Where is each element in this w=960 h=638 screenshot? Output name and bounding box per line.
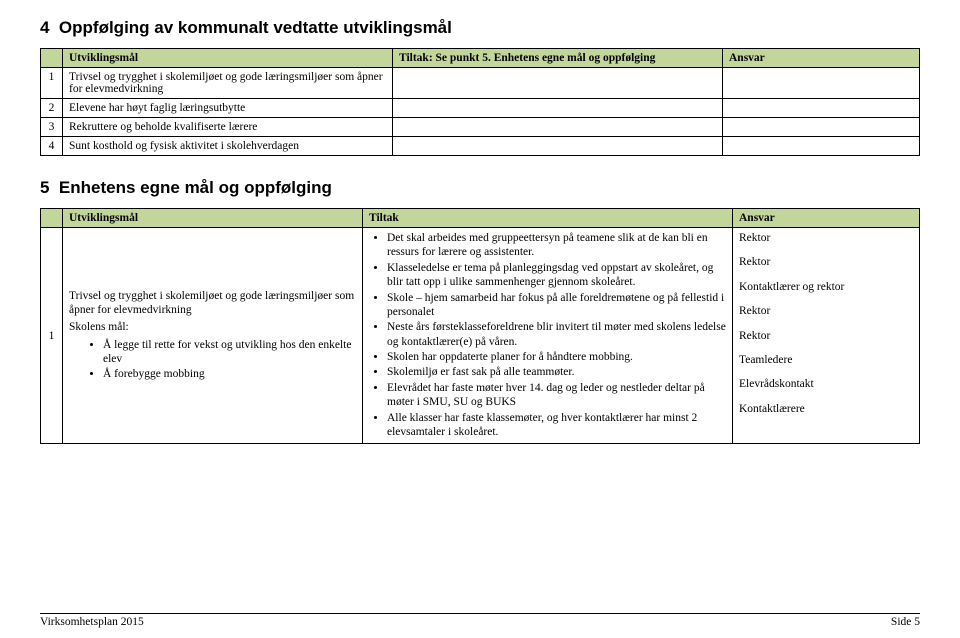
th-tiltak: Tiltak: Se punkt 5. Enhetens egne mål og… (393, 49, 723, 68)
section4-title: Oppfølging av kommunalt vedtatte utvikli… (59, 18, 452, 37)
section4-heading: 4 Oppfølging av kommunalt vedtatte utvik… (40, 18, 920, 38)
th-num (41, 49, 63, 68)
row-number: 3 (41, 118, 63, 137)
page-footer: Virksomhetsplan 2015 Side 5 (40, 613, 920, 628)
list-item: Alle klasser har faste klassemøter, og h… (387, 411, 726, 440)
th-num (41, 209, 63, 228)
table-header-row: Utviklingsmål Tiltak: Se punkt 5. Enhete… (41, 49, 920, 68)
ansvar-line: Rektor (739, 329, 913, 343)
th-utviklingsmal: Utviklingsmål (63, 49, 393, 68)
cell-tiltak: Det skal arbeides med gruppeettersyn på … (363, 228, 733, 444)
cell-ansvar: Rektor Rektor Kontaktlærer og rektor Rektor… (733, 228, 920, 444)
section5-number: 5 (40, 178, 49, 197)
th-ansvar: Ansvar (733, 209, 920, 228)
section5-heading: 5 Enhetens egne mål og oppfølging (40, 178, 920, 198)
list-item: Skolen har oppdaterte planer for å håndt… (387, 350, 726, 364)
cell-tiltak (393, 99, 723, 118)
ansvar-line: Kontaktlærer og rektor (739, 280, 913, 294)
row-number: 1 (41, 228, 63, 444)
section4-table: Utviklingsmål Tiltak: Se punkt 5. Enhete… (40, 48, 920, 156)
th-ansvar: Ansvar (723, 49, 920, 68)
row-number: 1 (41, 68, 63, 99)
ansvar-line: Rektor (739, 231, 913, 245)
ansvar-line: Kontaktlærere (739, 402, 913, 416)
cell-ansvar (723, 99, 920, 118)
ansvar-line: Elevrådskontakt (739, 377, 913, 391)
cell-utviklingsmal: Trivsel og trygghet i skolemiljøet og go… (63, 68, 393, 99)
section5-title: Enhetens egne mål og oppfølging (59, 178, 332, 197)
ansvar-list: Rektor Rektor Kontaktlærer og rektor Rektor… (739, 231, 913, 416)
cell-utviklingsmal: Trivsel og trygghet i skolemiljøet og go… (63, 228, 363, 444)
cell-tiltak (393, 137, 723, 156)
table-row: 4Sunt kosthold og fysisk aktivitet i sko… (41, 137, 920, 156)
list-item: Klasseledelse er tema på planleggingsdag… (387, 261, 726, 290)
utv-intro: Trivsel og trygghet i skolemiljøet og go… (69, 289, 356, 318)
section5-table: Utviklingsmål Tiltak Ansvar 1 Trivsel og… (40, 208, 920, 444)
ansvar-line: Rektor (739, 255, 913, 269)
utv-skolens-maal: Skolens mål: (69, 320, 356, 334)
ansvar-line: Teamledere (739, 353, 913, 367)
table-row: 1Trivsel og trygghet i skolemiljøet og g… (41, 68, 920, 99)
list-item: Å legge til rette for vekst og utvikling… (103, 338, 356, 367)
list-item: Å forebygge mobbing (103, 367, 356, 381)
th-tiltak: Tiltak (363, 209, 733, 228)
table-header-row: Utviklingsmål Tiltak Ansvar (41, 209, 920, 228)
row-number: 2 (41, 99, 63, 118)
cell-utviklingsmal: Rekruttere og beholde kvalifiserte lærer… (63, 118, 393, 137)
table-row: 2Elevene har høyt faglig læringsutbytte (41, 99, 920, 118)
cell-ansvar (723, 118, 920, 137)
section4-number: 4 (40, 18, 49, 37)
th-utviklingsmal: Utviklingsmål (63, 209, 363, 228)
cell-ansvar (723, 68, 920, 99)
cell-ansvar (723, 137, 920, 156)
list-item: Neste års førsteklasseforeldrene blir in… (387, 320, 726, 349)
tiltak-bullet-list: Det skal arbeides med gruppeettersyn på … (387, 231, 726, 439)
ansvar-line: Rektor (739, 304, 913, 318)
table-row: 1 Trivsel og trygghet i skolemiljøet og … (41, 228, 920, 444)
row-number: 4 (41, 137, 63, 156)
cell-utviklingsmal: Elevene har høyt faglig læringsutbytte (63, 99, 393, 118)
list-item: Elevrådet har faste møter hver 14. dag o… (387, 381, 726, 410)
cell-tiltak (393, 68, 723, 99)
footer-right: Side 5 (891, 616, 920, 628)
utv-bullet-list: Å legge til rette for vekst og utvikling… (103, 338, 356, 382)
list-item: Skole – hjem samarbeid har fokus på alle… (387, 291, 726, 320)
cell-utviklingsmal: Sunt kosthold og fysisk aktivitet i skol… (63, 137, 393, 156)
list-item: Det skal arbeides med gruppeettersyn på … (387, 231, 726, 260)
table-row: 3Rekruttere og beholde kvalifiserte lære… (41, 118, 920, 137)
list-item: Skolemiljø er fast sak på alle teammøter… (387, 365, 726, 379)
cell-tiltak (393, 118, 723, 137)
footer-left: Virksomhetsplan 2015 (40, 616, 144, 628)
